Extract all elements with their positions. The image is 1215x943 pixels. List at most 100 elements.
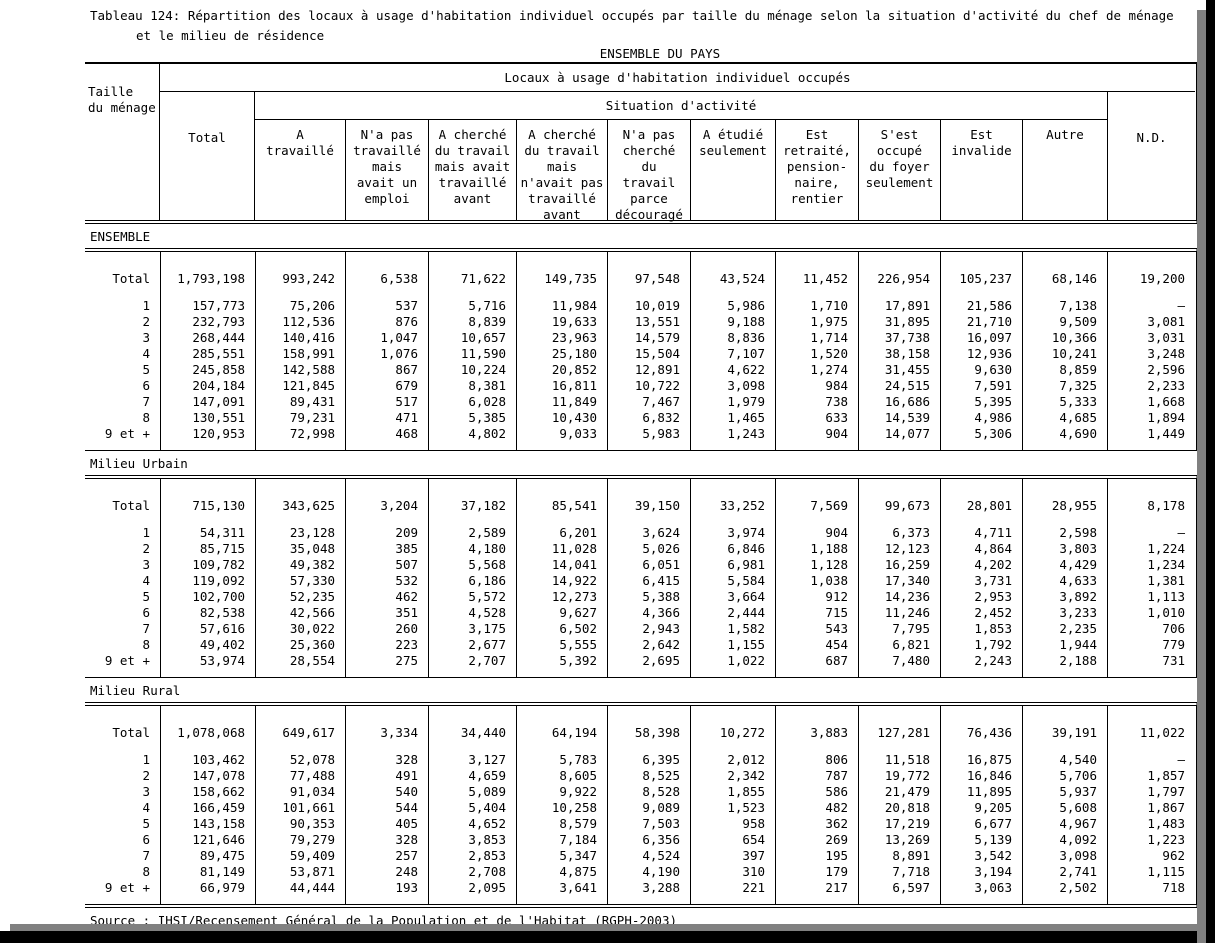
value-cell: 1,714 xyxy=(775,330,858,346)
pad-cell xyxy=(690,442,775,450)
value-cell: 7,591 xyxy=(940,378,1022,394)
value-cell: 4,690 xyxy=(1022,426,1107,442)
value-cell: 6,028 xyxy=(428,394,516,410)
value-cell: 71,622 xyxy=(428,252,516,288)
spacer-cell xyxy=(690,288,775,298)
value-cell: 8,528 xyxy=(607,784,690,800)
table-row: Total 1,078,068 649,617 3,334 34,440 64,194 58… xyxy=(85,706,1196,742)
value-cell: 6,415 xyxy=(607,573,690,589)
value-cell: 2,095 xyxy=(428,880,516,896)
value-cell: 1,979 xyxy=(690,394,775,410)
table-row: Total 715,130 343,625 3,204 37,182 85,541 39,1… xyxy=(85,479,1196,515)
value-cell: 85,541 xyxy=(516,479,607,515)
value-cell: 1,582 xyxy=(690,621,775,637)
pad-cell xyxy=(858,669,940,677)
value-cell: 142,588 xyxy=(255,362,345,378)
value-cell: 482 xyxy=(775,800,858,816)
value-cell: 49,402 xyxy=(160,637,255,653)
value-cell: 532 xyxy=(345,573,428,589)
spacer-cell xyxy=(1022,515,1107,525)
value-cell: 99,673 xyxy=(858,479,940,515)
value-cell: 3,233 xyxy=(1022,605,1107,621)
table-row: 1 103,462 52,078 328 3,127 5,783 6,395 2,012 806… xyxy=(85,752,1196,768)
value-cell: 166,459 xyxy=(160,800,255,816)
value-cell: 912 xyxy=(775,589,858,605)
value-cell: 3,288 xyxy=(607,880,690,896)
table-row: 8 49,402 25,360 223 2,677 5,555 2,642 1,155 454 6… xyxy=(85,637,1196,653)
table-row: 5 143,158 90,353 405 4,652 8,579 7,503 958 362 17… xyxy=(85,816,1196,832)
value-cell: 6,846 xyxy=(690,541,775,557)
value-cell: 10,224 xyxy=(428,362,516,378)
row-label: 6 xyxy=(142,605,150,620)
value-cell: 5,608 xyxy=(1022,800,1107,816)
value-cell: 11,849 xyxy=(516,394,607,410)
value-cell: 2,741 xyxy=(1022,864,1107,880)
value-cell: 984 xyxy=(775,378,858,394)
pad-cell xyxy=(690,669,775,677)
value-cell: 11,028 xyxy=(516,541,607,557)
spacer-cell xyxy=(940,742,1022,752)
value-cell: 1,224 xyxy=(1107,541,1195,557)
value-cell: 706 xyxy=(1107,621,1195,637)
value-cell: 119,092 xyxy=(160,573,255,589)
value-cell: 275 xyxy=(345,653,428,669)
value-cell: 140,416 xyxy=(255,330,345,346)
value-cell: 223 xyxy=(345,637,428,653)
value-cell: 5,392 xyxy=(516,653,607,669)
value-cell: 9,089 xyxy=(607,800,690,816)
value-cell: 4,528 xyxy=(428,605,516,621)
activity-group-header: Situation d'activité xyxy=(255,92,1107,120)
table-row: 7 89,475 59,409 257 2,853 5,347 4,524 397 195 8,8… xyxy=(85,848,1196,864)
spacer-cell xyxy=(345,742,428,752)
value-cell: 16,846 xyxy=(940,768,1022,784)
value-cell: 31,895 xyxy=(858,314,940,330)
row-label: 2 xyxy=(142,768,150,783)
row-label: 3 xyxy=(142,330,150,345)
value-cell: 1,797 xyxy=(1107,784,1195,800)
section-label: ENSEMBLE xyxy=(90,228,151,244)
value-cell: 5,706 xyxy=(1022,768,1107,784)
value-cell: 2,598 xyxy=(1022,525,1107,541)
value-cell: 2,853 xyxy=(428,848,516,864)
value-cell: 2,943 xyxy=(607,621,690,637)
row-label: 3 xyxy=(142,784,150,799)
spacer-cell xyxy=(858,742,940,752)
value-cell: 3,127 xyxy=(428,752,516,768)
value-cell: 7,467 xyxy=(607,394,690,410)
value-cell: 5,139 xyxy=(940,832,1022,848)
value-cell: 17,340 xyxy=(858,573,940,589)
section-block: Total 1,793,198 993,242 6,538 71,622 149,735 9… xyxy=(85,248,1197,451)
value-cell: 3,175 xyxy=(428,621,516,637)
value-cell: 2,012 xyxy=(690,752,775,768)
row-label: Total xyxy=(112,498,150,513)
value-cell: 7,795 xyxy=(858,621,940,637)
value-cell: 5,568 xyxy=(428,557,516,573)
spacer-cell xyxy=(345,288,428,298)
spacer-cell xyxy=(858,515,940,525)
value-cell: 586 xyxy=(775,784,858,800)
value-cell: 1,853 xyxy=(940,621,1022,637)
value-cell: 1,381 xyxy=(1107,573,1195,589)
value-cell: 5,783 xyxy=(516,752,607,768)
value-cell: – xyxy=(1107,525,1195,541)
value-cell: 11,022 xyxy=(1107,706,1195,742)
value-cell: 958 xyxy=(690,816,775,832)
pad-cell xyxy=(160,896,255,904)
value-cell: 8,839 xyxy=(428,314,516,330)
value-cell: 5,347 xyxy=(516,848,607,864)
value-cell: 5,937 xyxy=(1022,784,1107,800)
value-cell: 5,572 xyxy=(428,589,516,605)
value-cell: 285,551 xyxy=(160,346,255,362)
value-cell: 217 xyxy=(775,880,858,896)
value-cell: 4,180 xyxy=(428,541,516,557)
value-cell: 143,158 xyxy=(160,816,255,832)
value-cell: 19,772 xyxy=(858,768,940,784)
value-cell: 17,891 xyxy=(858,298,940,314)
value-cell: 2,444 xyxy=(690,605,775,621)
pad-cell xyxy=(690,896,775,904)
table-body: ENSEMBLE Total 1,793,198 993,242 6,538 71,622… xyxy=(85,224,1215,908)
value-cell: 28,801 xyxy=(940,479,1022,515)
value-cell: 2,233 xyxy=(1107,378,1195,394)
row-label: 1 xyxy=(142,752,150,767)
value-cell: 2,502 xyxy=(1022,880,1107,896)
